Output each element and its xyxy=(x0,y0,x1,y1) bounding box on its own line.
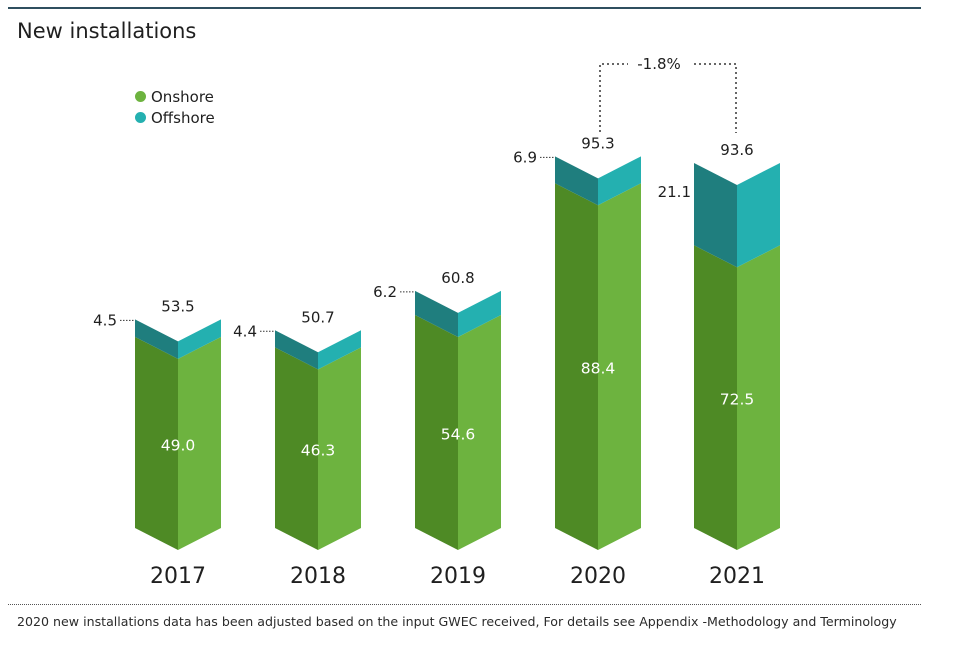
legend-swatch-offshore xyxy=(135,112,146,123)
bar-onshore-left-2017 xyxy=(135,336,178,550)
legend-item-offshore: Offshore xyxy=(135,108,215,129)
offshore-label-2017: 4.5 xyxy=(93,311,117,329)
top-rule xyxy=(8,7,921,9)
onshore-label-2021: 72.5 xyxy=(720,391,755,409)
bar-onshore-left-2021 xyxy=(694,245,737,550)
offshore-label-2018: 4.4 xyxy=(233,322,257,340)
total-label-2021: 93.6 xyxy=(720,141,753,159)
offshore-label-2020: 6.9 xyxy=(513,148,537,166)
bar-onshore-right-2021 xyxy=(737,245,780,550)
offshore-label-2021: 21.1 xyxy=(658,183,691,201)
bar-onshore-left-2019 xyxy=(415,315,458,550)
legend: Onshore Offshore xyxy=(135,87,215,129)
bottom-rule xyxy=(8,604,921,605)
year-label-2019: 2019 xyxy=(430,564,486,589)
footnote: 2020 new installations data has been adj… xyxy=(17,614,897,629)
bar-offshore-right-2021 xyxy=(737,162,780,268)
bar-offshore-left-2021 xyxy=(694,162,737,268)
year-label-2020: 2020 xyxy=(570,564,626,589)
chart-title: New installations xyxy=(17,19,197,43)
onshore-label-2018: 46.3 xyxy=(301,442,336,460)
bar-onshore-left-2018 xyxy=(275,347,318,550)
comparison-bracket-right xyxy=(694,63,737,133)
bar-onshore-left-2020 xyxy=(555,183,598,551)
total-label-2017: 53.5 xyxy=(161,297,194,315)
bar-offshore-right-2019 xyxy=(458,290,501,338)
bar-onshore-right-2019 xyxy=(458,315,501,550)
comparison-label: -1.8% xyxy=(637,55,681,73)
year-label-2018: 2018 xyxy=(290,564,346,589)
total-label-2019: 60.8 xyxy=(441,269,474,287)
onshore-label-2020: 88.4 xyxy=(581,360,616,378)
total-label-2018: 50.7 xyxy=(301,308,334,326)
year-label-2021: 2021 xyxy=(709,564,765,589)
bar-offshore-left-2018 xyxy=(275,330,318,370)
legend-swatch-onshore xyxy=(135,91,146,102)
bar-offshore-right-2017 xyxy=(178,319,221,359)
year-label-2017: 2017 xyxy=(150,564,206,589)
offshore-label-2019: 6.2 xyxy=(373,283,397,301)
bar-offshore-right-2020 xyxy=(598,156,641,206)
legend-label-onshore: Onshore xyxy=(151,88,214,106)
total-label-2020: 95.3 xyxy=(581,134,614,152)
legend-label-offshore: Offshore xyxy=(151,109,215,127)
onshore-label-2019: 54.6 xyxy=(441,426,476,444)
bar-onshore-right-2017 xyxy=(178,336,221,550)
bar-offshore-left-2019 xyxy=(415,290,458,338)
legend-item-onshore: Onshore xyxy=(135,87,215,108)
bar-onshore-right-2018 xyxy=(318,347,361,550)
comparison-bracket-left xyxy=(599,63,628,132)
bar-offshore-left-2017 xyxy=(135,319,178,359)
bar-offshore-right-2018 xyxy=(318,330,361,370)
onshore-label-2017: 49.0 xyxy=(161,436,196,454)
bar-onshore-right-2020 xyxy=(598,183,641,551)
bar-offshore-left-2020 xyxy=(555,156,598,206)
